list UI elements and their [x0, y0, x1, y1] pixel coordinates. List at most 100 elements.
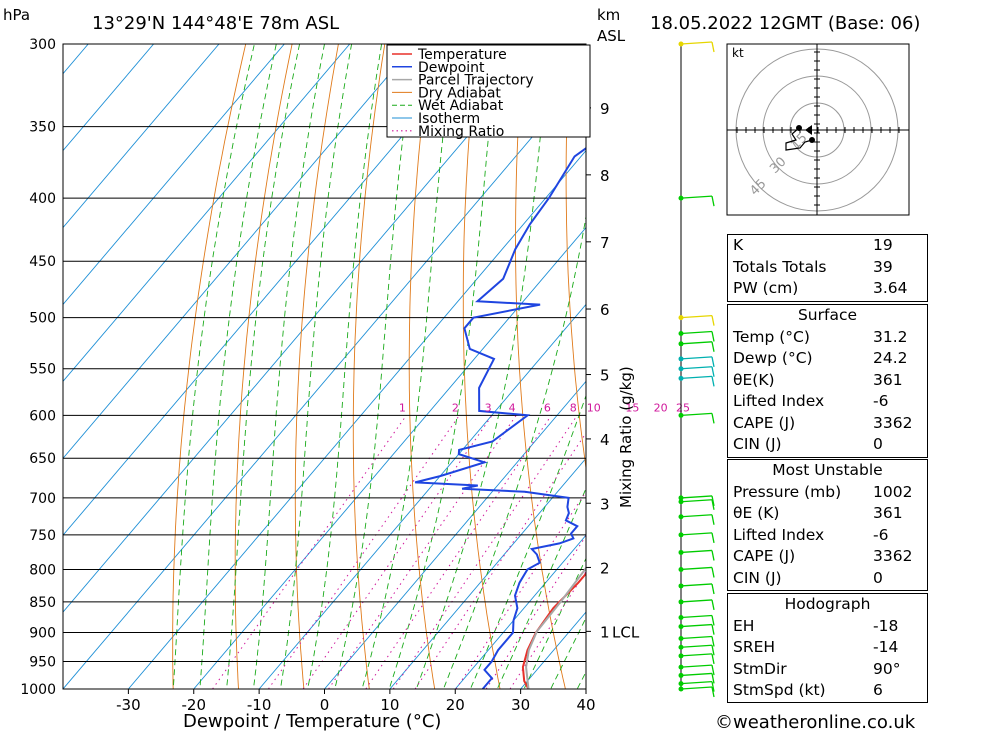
- mu-row: θE (K) 361: [733, 504, 903, 522]
- wind-barb-feather: [711, 550, 715, 561]
- wind-barb: [680, 664, 713, 668]
- wind-barb: [680, 599, 713, 603]
- wind-barb-feather: [711, 413, 715, 424]
- mu-row: Lifted Index -6: [733, 525, 889, 544]
- mu-row: CIN (J) 0: [733, 568, 883, 587]
- isotherm-line: [63, 44, 285, 306]
- legend-label: Dewpoint: [418, 60, 485, 76]
- wind-barb: [680, 341, 713, 345]
- isotherm-line: [128, 149, 586, 689]
- wind-point: [678, 330, 684, 336]
- hodograph-title: Hodograph: [784, 595, 871, 613]
- pressure-tick-label: 750: [29, 528, 56, 544]
- wind-point: [678, 644, 684, 650]
- hodo-row: StmSpd (kt) 6: [733, 681, 883, 699]
- pressure-tick-label: 450: [29, 254, 56, 270]
- wind-barb-feather: [711, 356, 715, 368]
- isotherm-line: [389, 457, 586, 689]
- x-tick-label: 0: [320, 696, 330, 714]
- legend-label: Dry Adiabat: [418, 85, 501, 101]
- pressure-tick-label: 650: [29, 451, 56, 467]
- mixing-ratio-line: [212, 415, 407, 689]
- mixing-ratio-label: 15: [625, 401, 639, 414]
- legend-label: Temperature: [417, 47, 507, 63]
- wind-barb-feather: [711, 686, 715, 698]
- pressure-tick-label: 350: [29, 120, 56, 136]
- wet-adiabat-line: [523, 557, 586, 689]
- pressure-tick-label: 850: [29, 595, 56, 611]
- wind-barb: [680, 549, 713, 554]
- height-tick-label: 7: [600, 234, 610, 252]
- legend-label: Parcel Trajectory: [418, 73, 534, 89]
- wind-point: [678, 495, 684, 501]
- mixing-ratio-label: 8: [570, 401, 577, 414]
- x-tick-label: -10: [247, 696, 272, 714]
- x-tick-label: 30: [511, 696, 530, 714]
- credit-label: ©weatheronline.co.uk: [715, 712, 916, 733]
- pressure-tick-label: 600: [29, 408, 56, 424]
- height-tick-label: 6: [600, 301, 610, 319]
- height-tick-label: 9: [600, 100, 610, 118]
- km-label: km: [597, 6, 620, 24]
- pressure-tick-label: 300: [29, 37, 56, 53]
- hodograph-point: [796, 125, 802, 131]
- wet-adiabat-line: [388, 44, 499, 689]
- wind-barb: [680, 686, 713, 690]
- wet-adiabat-line: [172, 44, 255, 689]
- isotherm-line: [63, 44, 481, 536]
- mixing-ratio-label: 6: [544, 401, 551, 414]
- pressure-tick-label: 900: [29, 626, 56, 642]
- wind-barb-feather: [711, 376, 715, 387]
- wind-point: [678, 614, 684, 620]
- wind-barb: [680, 566, 713, 571]
- mixing-ratio-label: 4: [509, 401, 516, 414]
- isotherm-line: [63, 44, 220, 229]
- asl-label: ASL: [597, 27, 626, 45]
- x-tick-label: -20: [182, 696, 207, 714]
- x-tick-label: 40: [576, 696, 595, 714]
- mu-row: Pressure (mb) 1002: [733, 482, 913, 501]
- mixing-ratio-line: [485, 534, 586, 689]
- wind-barb-feather: [711, 665, 715, 676]
- x-axis-title: Dewpoint / Temperature (°C): [183, 711, 441, 732]
- surface-row: Dewp (°C) 24.2: [733, 349, 908, 367]
- height-tick-label: 1: [600, 623, 610, 641]
- wind-barb: [680, 653, 713, 657]
- height-tick-label: 8: [600, 167, 610, 185]
- wet-adiabat-line: [280, 44, 353, 689]
- wind-barb: [680, 41, 713, 45]
- wind-point: [678, 686, 684, 692]
- wind-barb: [680, 680, 713, 685]
- wind-point: [678, 624, 684, 630]
- hodo-row: EH -18: [733, 616, 899, 635]
- wind-barb-feather: [711, 331, 715, 342]
- wind-point: [678, 195, 684, 201]
- mixing-ratio-label: 20: [654, 401, 668, 414]
- wind-barb: [680, 635, 713, 640]
- wind-barb-feather: [711, 615, 715, 626]
- wind-point: [678, 514, 684, 520]
- wind-barb-feather: [711, 636, 715, 647]
- wind-barb: [680, 375, 713, 380]
- lcl-label: LCL: [612, 623, 640, 641]
- wind-barb: [680, 356, 713, 360]
- surface-row: θE(K) 361: [733, 370, 903, 389]
- wind-barb-feather: [711, 341, 715, 352]
- surface-row: CAPE (J) 3362: [733, 413, 913, 432]
- dewpoint-line: [414, 147, 586, 689]
- mixing-ratio-line: [302, 415, 493, 689]
- wind-barb: [680, 623, 713, 628]
- wind-barb-feather: [711, 624, 715, 635]
- isotherm-line: [63, 44, 154, 152]
- wind-barb: [680, 195, 713, 199]
- indices-table: K 19 Totals Totals 39 PW (cm) 3.64: [727, 234, 928, 302]
- surface-title: Surface: [797, 306, 858, 324]
- hodo-row: StmDir 90°: [733, 659, 901, 678]
- parcel-trajectory-line: [525, 566, 586, 689]
- wind-barb-feather: [711, 366, 715, 377]
- most-unstable-table: Most Unstable Pressure (mb) 1002 θE (K) 36…: [727, 459, 928, 591]
- hodograph-trace: [785, 127, 813, 151]
- isotherm-line: [63, 44, 547, 613]
